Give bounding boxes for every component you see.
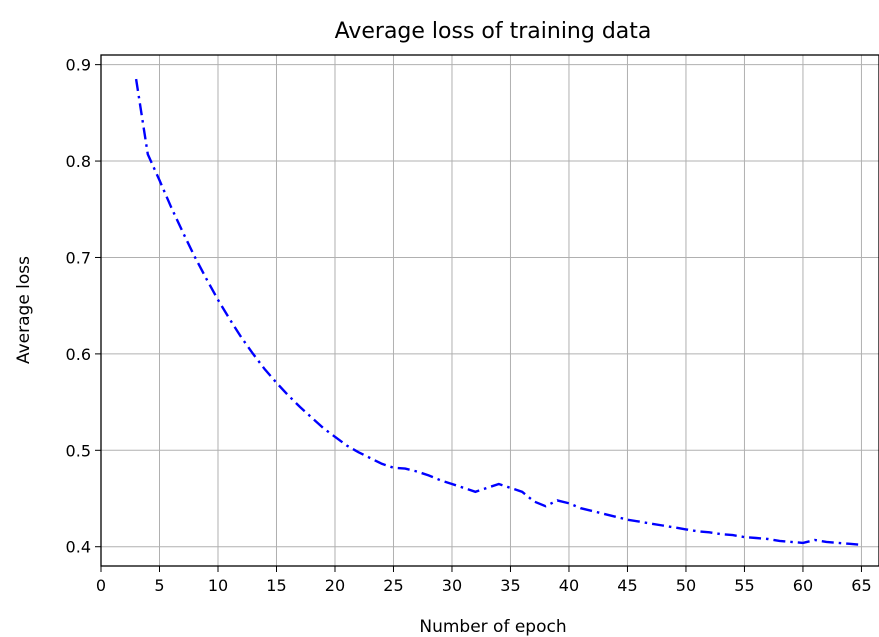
x-tick-label: 5 <box>154 576 164 595</box>
x-tick-label: 10 <box>208 576 228 595</box>
y-tick-label: 0.6 <box>66 345 91 364</box>
x-tick-label: 65 <box>851 576 871 595</box>
series-line <box>134 78 862 546</box>
x-tick-label: 40 <box>559 576 579 595</box>
x-tick-label: 0 <box>96 576 106 595</box>
x-tick-label: 15 <box>266 576 286 595</box>
x-axis-ticks: 0 5 10 15 20 25 30 35 40 45 50 55 60 65 <box>96 566 872 595</box>
y-tick-label: 0.7 <box>66 248 91 267</box>
x-tick-label: 50 <box>676 576 696 595</box>
x-axis-label: Number of epoch <box>419 617 566 637</box>
chart-title: Average loss of training data <box>335 19 652 44</box>
y-tick-label: 0.5 <box>66 441 91 460</box>
x-tick-label: 35 <box>500 576 520 595</box>
x-tick-label: 55 <box>734 576 754 595</box>
y-tick-label: 0.9 <box>66 56 91 75</box>
grid-lines <box>100 55 879 566</box>
y-axis-label: Average loss <box>14 256 34 364</box>
x-tick-label: 45 <box>617 576 637 595</box>
x-tick-label: 60 <box>793 576 813 595</box>
x-tick-label: 25 <box>383 576 403 595</box>
x-tick-label: 20 <box>325 576 345 595</box>
x-tick-label: 30 <box>442 576 462 595</box>
y-axis-ticks: 0.4 0.5 0.6 0.7 0.8 0.9 <box>66 56 101 557</box>
plot-frame <box>100 54 879 567</box>
y-tick-label: 0.4 <box>66 538 91 557</box>
y-tick-label: 0.8 <box>66 152 91 171</box>
